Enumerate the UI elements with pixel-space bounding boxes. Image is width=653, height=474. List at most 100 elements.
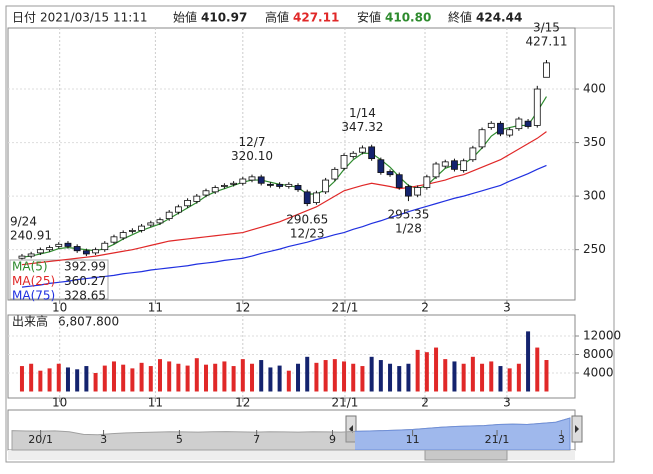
volume-bar	[434, 347, 439, 392]
x-tick-label: 10	[52, 396, 67, 410]
frame	[5, 5, 615, 463]
candle-body	[147, 222, 155, 226]
legend-label: MA(5)	[12, 260, 48, 274]
volume-title: 出来高	[12, 314, 48, 329]
candle-body	[359, 147, 366, 153]
volume-bar	[176, 363, 181, 392]
volume-bar	[204, 364, 209, 392]
candle-body	[82, 250, 90, 255]
ma-line	[21, 164, 547, 288]
candle-body	[460, 160, 468, 171]
candle-body	[248, 176, 256, 181]
volume-bar	[388, 363, 393, 392]
volume-bar	[139, 362, 144, 392]
volume-bar	[130, 368, 135, 392]
volume-bar	[286, 370, 291, 392]
nav-tick-label: 5	[176, 433, 183, 446]
candle-body	[202, 190, 210, 196]
volume-bar	[406, 363, 411, 392]
volume-bar	[93, 373, 98, 392]
volume-current: 6,807.800	[58, 315, 119, 329]
volume-bar	[323, 360, 328, 392]
volume-bar	[378, 360, 383, 392]
navigator-selected	[355, 417, 571, 450]
volume-bar	[268, 367, 273, 392]
volume-bar	[121, 364, 126, 392]
nav-tick-label: 3	[558, 433, 565, 446]
handle-arrow	[575, 425, 579, 433]
candle-body	[395, 174, 403, 188]
candle-body	[543, 62, 550, 78]
volume-bar	[507, 368, 512, 392]
candle-body	[73, 246, 81, 252]
scrollbar-track[interactable]	[8, 450, 575, 460]
y-tick-label: 12000	[583, 329, 621, 343]
header-open: 410.97	[201, 11, 247, 25]
volume-bar	[415, 349, 420, 392]
candle-body	[267, 183, 274, 186]
legend-value: 328.65	[64, 289, 106, 303]
scrollbar-thumb[interactable]	[424, 449, 508, 461]
candle-body	[515, 118, 523, 130]
x-tick-label: 3	[503, 396, 511, 410]
volume-bar	[314, 362, 319, 392]
x-tick-label: 11	[148, 396, 163, 410]
volume-bar	[213, 363, 218, 392]
header-datetime: 2021/03/15 11:11	[40, 11, 148, 25]
volume-bar	[148, 366, 153, 392]
header-label: 終値	[448, 10, 472, 25]
volume-bar	[240, 359, 245, 392]
candle-body	[294, 185, 302, 191]
volume-bar	[222, 361, 227, 392]
volume-bar	[461, 363, 466, 392]
annotation-value: 290.65	[286, 213, 328, 227]
candle-body	[101, 242, 109, 251]
volume-bar	[84, 366, 89, 392]
annotation-value: 427.11	[525, 35, 567, 49]
candle-body	[257, 176, 265, 184]
candle-body	[478, 129, 486, 148]
candle-body	[64, 242, 72, 247]
candle-body	[349, 152, 357, 157]
ma-line	[21, 96, 547, 258]
nav-tick-label: 20/1	[28, 433, 53, 446]
volume-plot	[7, 314, 576, 399]
candle-body	[331, 168, 339, 180]
candle-body	[156, 219, 164, 224]
annotation-value: 295.35	[387, 208, 429, 222]
legend-label: MA(75)	[12, 289, 55, 303]
volume-bar	[424, 352, 429, 392]
candle-body	[497, 122, 504, 135]
x-tick-label: 3	[503, 301, 511, 315]
candle-body	[174, 206, 182, 213]
candle-body	[423, 176, 431, 188]
volume-bar	[157, 359, 162, 392]
x-tick-label: 12	[235, 396, 250, 410]
nav-tick-label: 11	[406, 433, 420, 446]
header-close: 424.44	[476, 11, 522, 25]
x-tick-label: 2	[421, 396, 429, 410]
y-tick-label: 250	[583, 242, 606, 256]
volume-bar	[38, 370, 43, 392]
x-tick-label: 12	[235, 301, 250, 315]
handle-arrow	[349, 425, 353, 433]
nav-tick-label: 9	[329, 433, 336, 446]
volume-bar	[489, 361, 494, 392]
annotation-value: 240.91	[10, 228, 52, 242]
volume-bar	[296, 363, 301, 392]
candle-body	[119, 232, 127, 239]
volume-bar	[351, 363, 356, 392]
legend-value: 392.99	[64, 260, 106, 274]
candle-body	[128, 229, 136, 232]
candle-body	[138, 225, 145, 231]
candle-body	[276, 183, 284, 187]
volume-bar	[516, 363, 521, 392]
y-tick-label: 4000	[583, 366, 614, 380]
volume-bar	[194, 358, 199, 392]
candle-body	[506, 129, 514, 136]
legend-box	[9, 259, 109, 300]
legend-value: 360.27	[64, 274, 106, 288]
volume-bar	[480, 363, 485, 392]
candle-body	[469, 147, 477, 161]
